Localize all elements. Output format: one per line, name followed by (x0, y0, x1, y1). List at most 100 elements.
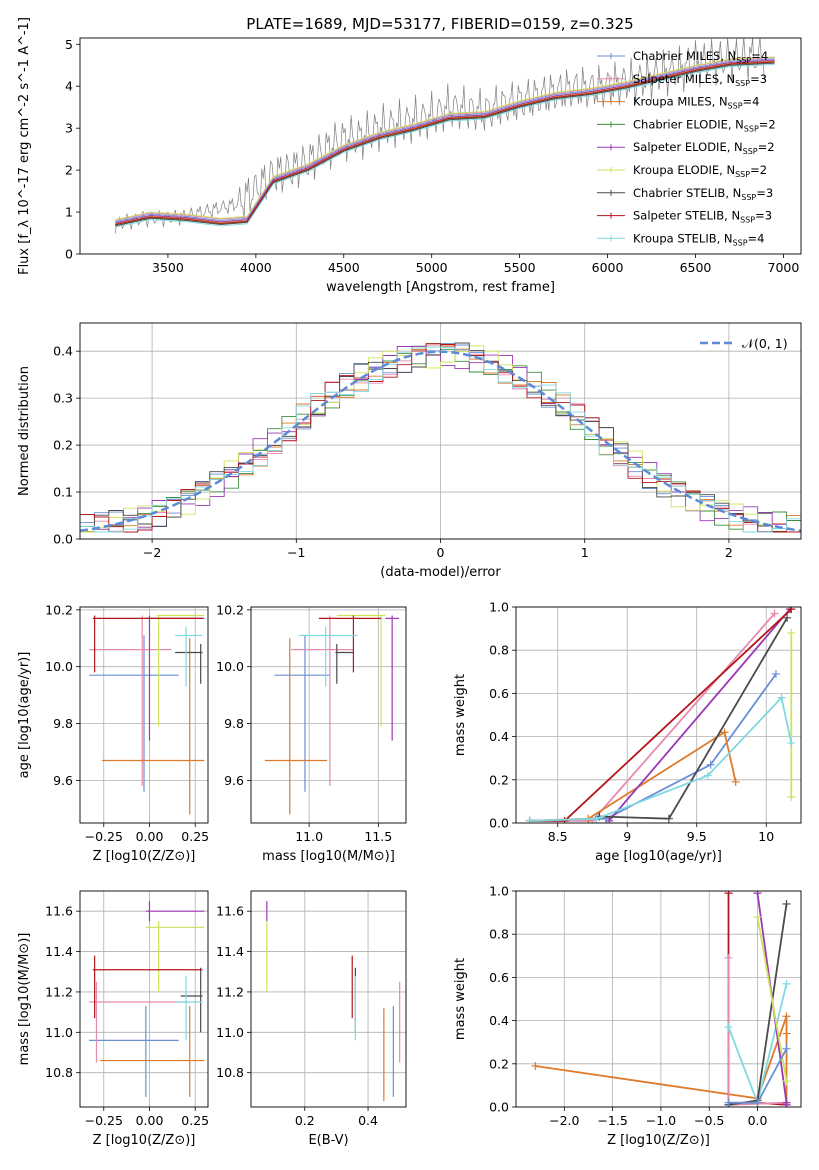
model-spectrum-line (115, 59, 775, 224)
point-marker (782, 899, 791, 908)
point-marker (787, 739, 796, 748)
y-tick-label: 9.6 (224, 773, 244, 788)
y-tick-label: 11.2 (216, 984, 244, 999)
histogram-step (80, 342, 801, 533)
panel-mass-vs-EBV: 0.2 0.4 10.8 11.0 11.2 11.4 11.6 E(B-V) (216, 890, 407, 1148)
model-spectrum-line (115, 62, 775, 227)
y-tick-label: 0.4 (489, 729, 509, 744)
y-tick-label: 9.8 (53, 716, 73, 731)
x-tick-label: 0 (437, 545, 445, 560)
model-spectrum-line (115, 56, 775, 221)
x-tick-label: 1 (581, 545, 589, 560)
point-marker (771, 669, 780, 678)
y-tick-label: 11.0 (216, 1025, 244, 1040)
y-axis-label: mass weight (453, 958, 468, 1040)
y-tick-label: 0.4 (489, 1013, 509, 1028)
y-tick-label: 11.0 (45, 1025, 73, 1040)
y-tick-label: 11.6 (216, 904, 244, 919)
y-tick-label: 10.8 (216, 1065, 244, 1080)
x-tick-label: 0.0 (748, 1113, 768, 1128)
x-tick-label: 6000 (592, 260, 624, 275)
plot-area (525, 607, 796, 823)
y-tick-label: 10.8 (45, 1065, 73, 1080)
x-axis-label: Z [log10(Z/Z⊙)] (607, 1133, 710, 1148)
y-axis-label: Normed distribution (17, 366, 32, 496)
plot-area (89, 614, 205, 815)
point-marker (782, 1100, 791, 1107)
panel-residuals: −2 −1 0 1 2 0.0 0.1 0.2 0.3 0.4 (data-model)/error… (17, 322, 802, 580)
y-tick-label: 11.4 (216, 944, 244, 959)
legend-label: Chabrier STELIB, NSSP=3 (633, 186, 773, 202)
point-marker (782, 1029, 791, 1038)
x-tick-label: −0.25 (85, 829, 123, 844)
point-marker (664, 814, 673, 823)
plot-area (266, 901, 401, 1101)
y-tick-label: 2 (65, 163, 73, 178)
weight-line (529, 612, 776, 822)
y-tick-label: 0.1 (53, 485, 73, 500)
model-spectrum-line (115, 58, 775, 223)
panel-age-vs-Z: −0.25 0.00 0.25 9.6 9.8 10.0 10.2 Z [log10(Z/Z⊙… (17, 602, 209, 864)
y-tick-label: 0 (65, 247, 73, 262)
legend: Chabrier MILES, NSSP=4 Salpeter MILES, NS… (597, 49, 776, 247)
panel-mass-vs-Z: −0.25 0.00 0.25 10.8 11.0 11.2 11.4 11.6 Z [log1… (17, 890, 209, 1148)
x-tick-label: 9.5 (687, 829, 707, 844)
point-marker (605, 816, 614, 823)
x-tick-label: 6500 (680, 260, 712, 275)
point-marker (592, 814, 601, 823)
weight-line (608, 608, 791, 822)
point-marker (753, 1098, 762, 1107)
weight-line (529, 608, 792, 822)
point-marker (706, 760, 715, 769)
point-marker (787, 628, 796, 637)
point-marker (703, 771, 712, 780)
legend-label: Kroupa ELODIE, NSSP=2 (633, 163, 767, 179)
x-tick-label: 11.0 (295, 829, 323, 844)
y-axis-label: Flux [f_λ 10^-17 erg cm^-2 s^-1 A^-1] (17, 17, 32, 275)
y-tick-label: 11.4 (45, 944, 73, 959)
y-tick-label: 9.6 (53, 773, 73, 788)
x-tick-label: 5500 (504, 260, 536, 275)
panel-weight-vs-age: 8.5 9 9.5 10 0.0 0.2 0.4 0.6 0.8 1.0 age [log10(ag… (453, 600, 802, 864)
y-tick-label: 0.8 (489, 927, 509, 942)
histogram-step (80, 345, 801, 533)
y-tick-label: 5 (65, 37, 73, 52)
legend-label: Chabrier MILES, NSSP=4 (633, 49, 768, 65)
x-tick-label: 0.2 (295, 1113, 315, 1128)
y-tick-label: 0.4 (53, 344, 73, 359)
x-tick-label: 7000 (768, 260, 800, 275)
point-marker (770, 609, 779, 618)
point-marker (787, 793, 796, 802)
point-marker (724, 1098, 733, 1107)
model-spectrum-line (115, 61, 775, 226)
y-axis-label: age [log10(age/yr)] (17, 652, 32, 779)
axes-frame (79, 606, 209, 824)
y-axis-label: mass weight (453, 674, 468, 756)
y-tick-label: 0.0 (489, 1100, 509, 1115)
axes-frame (79, 37, 802, 255)
legend-label: Kroupa MILES, NSSP=4 (633, 95, 759, 111)
model-spectrum-line (115, 60, 775, 225)
point-marker (753, 912, 762, 921)
x-axis-label: Z [log10(Z/Z⊙)] (93, 849, 196, 864)
point-marker (525, 816, 534, 823)
x-tick-label: −0.5 (694, 1113, 724, 1128)
panel-weight-vs-Z: −2.0 −1.5 −1.0 −0.5 0.0 0.0 0.2 0.4 0.6 0.8 1.0 Z [… (453, 884, 802, 1148)
y-tick-label: 0.0 (489, 816, 509, 831)
x-tick-label: 0.25 (181, 1113, 209, 1128)
y-tick-label: 11.6 (45, 904, 73, 919)
y-tick-label: 0.2 (489, 1056, 509, 1071)
point-marker (720, 728, 729, 737)
point-marker (724, 953, 733, 962)
plot-area (531, 891, 791, 1107)
plot-area (264, 614, 400, 815)
x-tick-label: 5000 (416, 260, 448, 275)
point-marker (731, 777, 740, 786)
y-tick-label: 1 (65, 205, 73, 220)
panel-spectrum: 3500 4000 4500 5000 5500 6000 6500 7000 0 1 2 3 4 5 wa… (17, 17, 802, 295)
y-tick-label: 10.0 (216, 659, 244, 674)
model-spectrum-line (115, 57, 775, 221)
x-axis-label: wavelength [Angstrom, rest frame] (326, 280, 555, 295)
legend-label: Kroupa STELIB, NSSP=4 (633, 231, 764, 247)
point-marker (782, 979, 791, 988)
